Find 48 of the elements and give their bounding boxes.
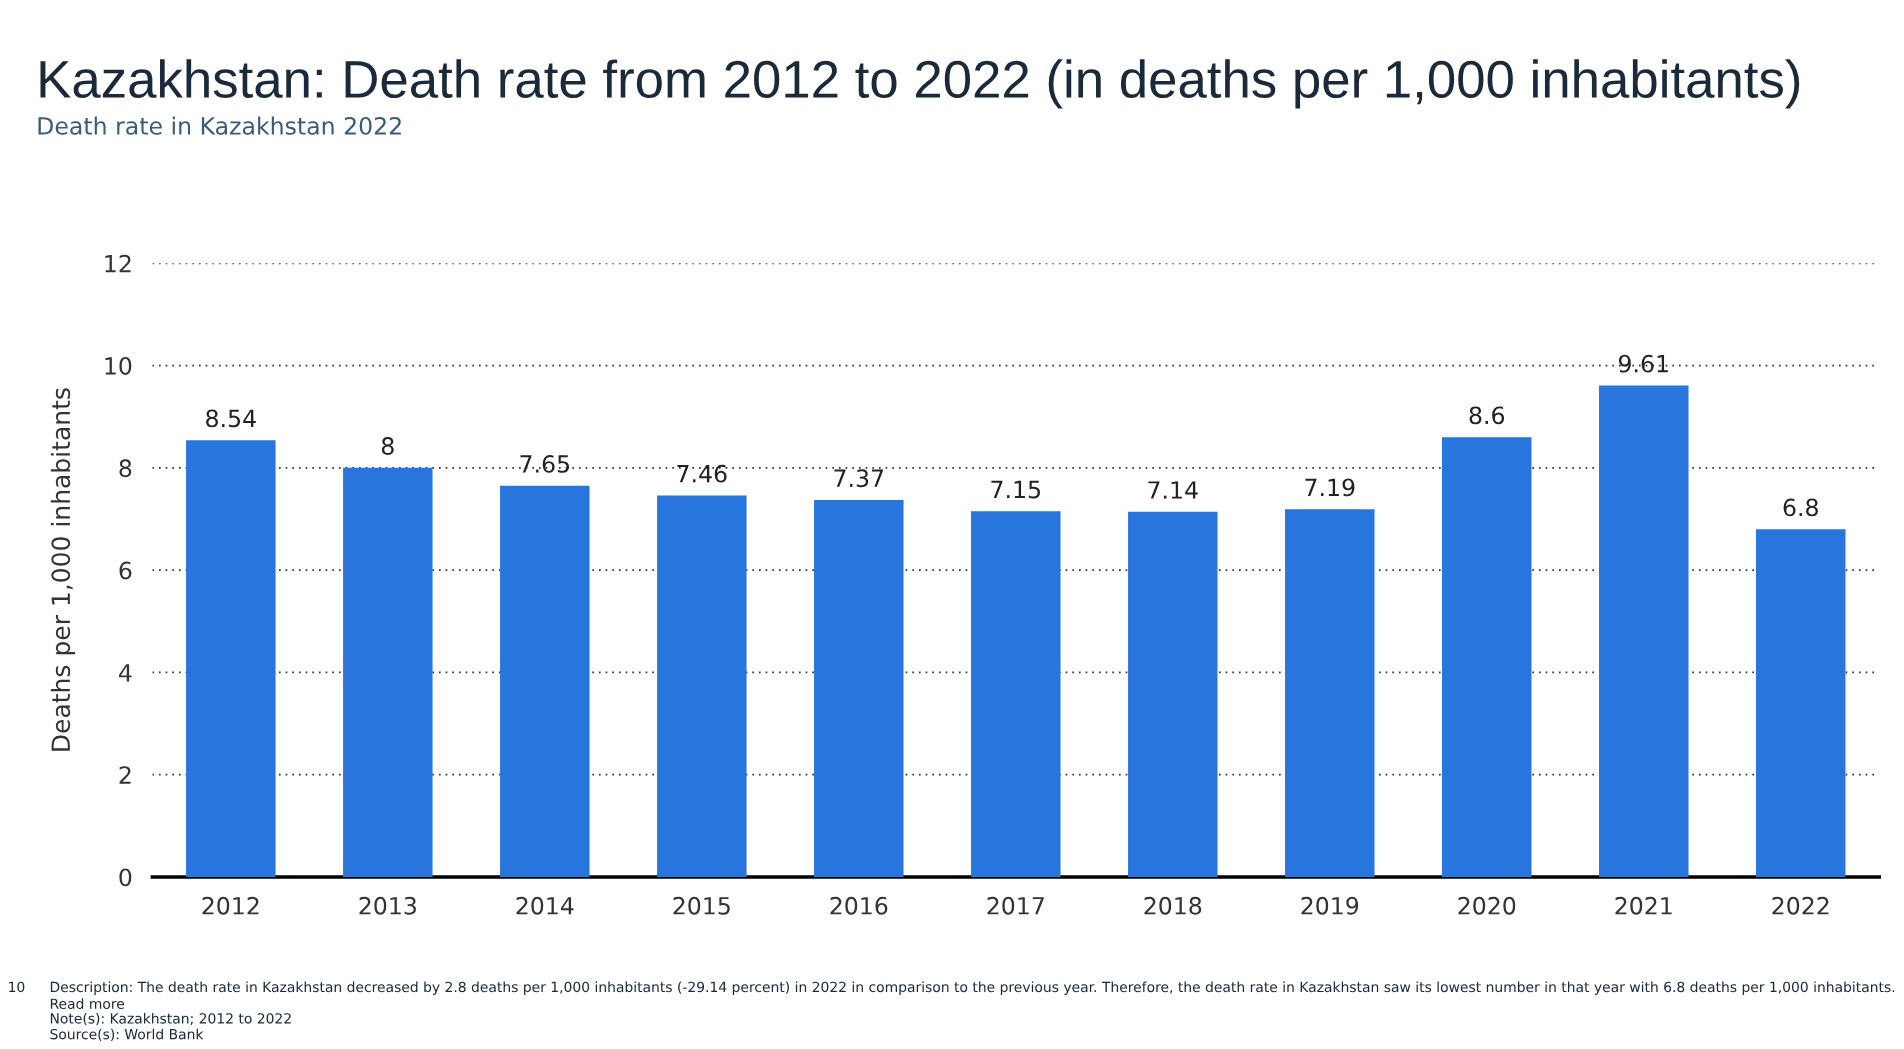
data-label: 8.54 bbox=[206, 409, 256, 428]
y-tick-label: 6 bbox=[119, 561, 132, 580]
data-label: 7.19 bbox=[1305, 478, 1355, 497]
x-tick-label: 2021 bbox=[1615, 896, 1672, 915]
x-tick-label: 2013 bbox=[359, 896, 416, 915]
data-label: 6.8 bbox=[1783, 498, 1818, 517]
y-tick-label: 10 bbox=[105, 357, 132, 375]
x-tick-label: 2022 bbox=[1772, 896, 1829, 915]
bar bbox=[1128, 511, 1218, 877]
bar bbox=[1599, 385, 1689, 877]
bar bbox=[343, 467, 433, 877]
chart-title: Kazakhstan: Death rate from 2012 to 2022 (in deaths per 1,000 inhabitants) bbox=[40, 59, 1800, 109]
source-note: Source(s): World Bank bbox=[50, 1028, 204, 1042]
bar bbox=[1442, 437, 1532, 877]
data-label: 7.14 bbox=[1148, 481, 1198, 499]
x-tick-label: 2015 bbox=[673, 896, 730, 915]
y-tick-label: 12 bbox=[105, 254, 131, 273]
x-tick-label: 2020 bbox=[1458, 896, 1516, 915]
data-label: 8 bbox=[381, 437, 394, 455]
bar bbox=[1285, 509, 1375, 877]
bar bbox=[971, 511, 1061, 877]
text: Note(s): Kazakhstan; 2012 to 2022 bbox=[50, 1012, 291, 1026]
x-tick-label: 2019 bbox=[1301, 896, 1359, 915]
data-label: 7.15 bbox=[991, 480, 1041, 499]
x-tick-label: 2017 bbox=[987, 896, 1044, 915]
y-tick-label: 4 bbox=[119, 664, 132, 682]
data-label: 7.46 bbox=[677, 464, 727, 483]
bar bbox=[814, 500, 904, 877]
y-tick-label: 8 bbox=[119, 459, 132, 478]
y-tick-label: 2 bbox=[119, 766, 131, 784]
text: Read more bbox=[50, 998, 125, 1009]
y-axis-title: Deaths per 1,000 inhabitants bbox=[50, 388, 76, 751]
data-label: 7.65 bbox=[520, 454, 570, 473]
bar bbox=[186, 440, 276, 877]
text: Description: The death rate in Kazakhstan decreased by 2.8 deaths per 1,000 inhabitants (-29.14 percent) in 2022 in comparison to the previous year. Therefore, the death rate in Kazakhstan saw its lowest number in that year with 6.8 deaths per 1,000 inhabitants. bbox=[50, 981, 1895, 995]
x-tick-label: 2018 bbox=[1144, 896, 1202, 915]
bar bbox=[657, 495, 747, 877]
data-label: 7.37 bbox=[834, 469, 884, 488]
bar bbox=[500, 485, 590, 877]
data-label: 9.61 bbox=[1618, 354, 1668, 373]
x-tick-label: 2016 bbox=[830, 896, 888, 915]
x-tick-label: 2014 bbox=[516, 896, 574, 915]
chart-subtitle: Death rate in Kazakhstan 2022 bbox=[38, 116, 401, 135]
text: 10 bbox=[9, 981, 25, 993]
x-tick-label: 2012 bbox=[202, 896, 259, 915]
data-label: 8.6 bbox=[1469, 406, 1505, 425]
y-tick-label: 0 bbox=[119, 868, 132, 887]
bar bbox=[1756, 529, 1846, 877]
